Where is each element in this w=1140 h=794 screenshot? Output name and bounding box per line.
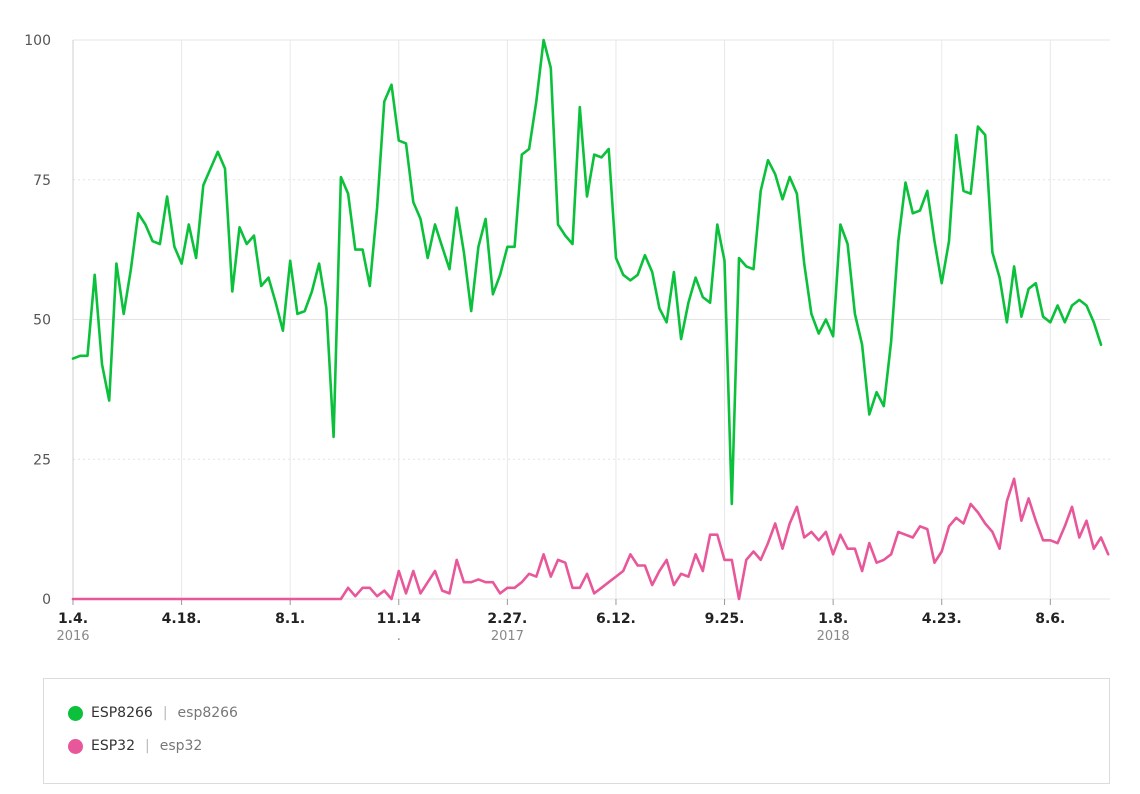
legend-series-name: ESP8266 [91, 705, 153, 721]
y-tick-label: 25 [33, 452, 51, 468]
legend-item-esp32[interactable]: ESP32 | esp32 [68, 738, 202, 754]
legend-series-key: esp8266 [177, 705, 238, 721]
x-tick-label: 4.23. [922, 611, 962, 627]
series-lines [71, 38, 1110, 601]
x-tick-label: 8.6. [1035, 611, 1065, 627]
x-tick-label: 8.1. [275, 611, 305, 627]
x-tick-year: . [397, 629, 401, 644]
series-line-esp32 [71, 477, 1110, 601]
x-tick-label: 11.14 [377, 611, 422, 627]
x-tick-year: 2018 [817, 629, 850, 644]
y-tick-label: 75 [33, 173, 51, 189]
legend-series-name: ESP32 [91, 738, 135, 754]
x-tick-year: 2016 [56, 629, 89, 644]
legend: ESP8266 | esp8266 ESP32 | esp32 [43, 678, 1110, 784]
y-tick-label: 100 [24, 33, 51, 49]
grid [72, 39, 1110, 600]
legend-series-key: esp32 [159, 738, 203, 754]
x-tick-label: 1.4. [58, 611, 88, 627]
y-axis-ticks: 0 25 50 75 100 [24, 33, 51, 608]
y-tick-label: 0 [42, 592, 51, 608]
x-tick-year: 2017 [491, 629, 524, 644]
series-color-dot [68, 738, 83, 754]
legend-separator: | [145, 738, 150, 754]
x-tick-label: 6.12. [596, 611, 636, 627]
x-tick-label: 4.18. [162, 611, 202, 627]
legend-separator: | [162, 705, 168, 721]
series-color-dot [68, 705, 83, 721]
x-tick-label: 9.25. [705, 611, 745, 627]
x-tick-label: 2.27. [487, 611, 527, 627]
x-axis-ticks: 1.4. 2016 4.18. 8.1. 11.14. 2.27. 2017 6.12. 9.2… [56, 599, 1065, 644]
legend-item-esp8266[interactable]: ESP8266 | esp8266 [68, 705, 238, 721]
line-chart: 0 25 50 75 100 1.4. 2016 4.18. 8.1. 11.14. 2.27. 2… [24, 33, 1110, 644]
y-tick-label: 50 [33, 313, 51, 329]
x-tick-label: 1.8. [818, 611, 848, 627]
series-line-esp8266 [71, 38, 1103, 506]
